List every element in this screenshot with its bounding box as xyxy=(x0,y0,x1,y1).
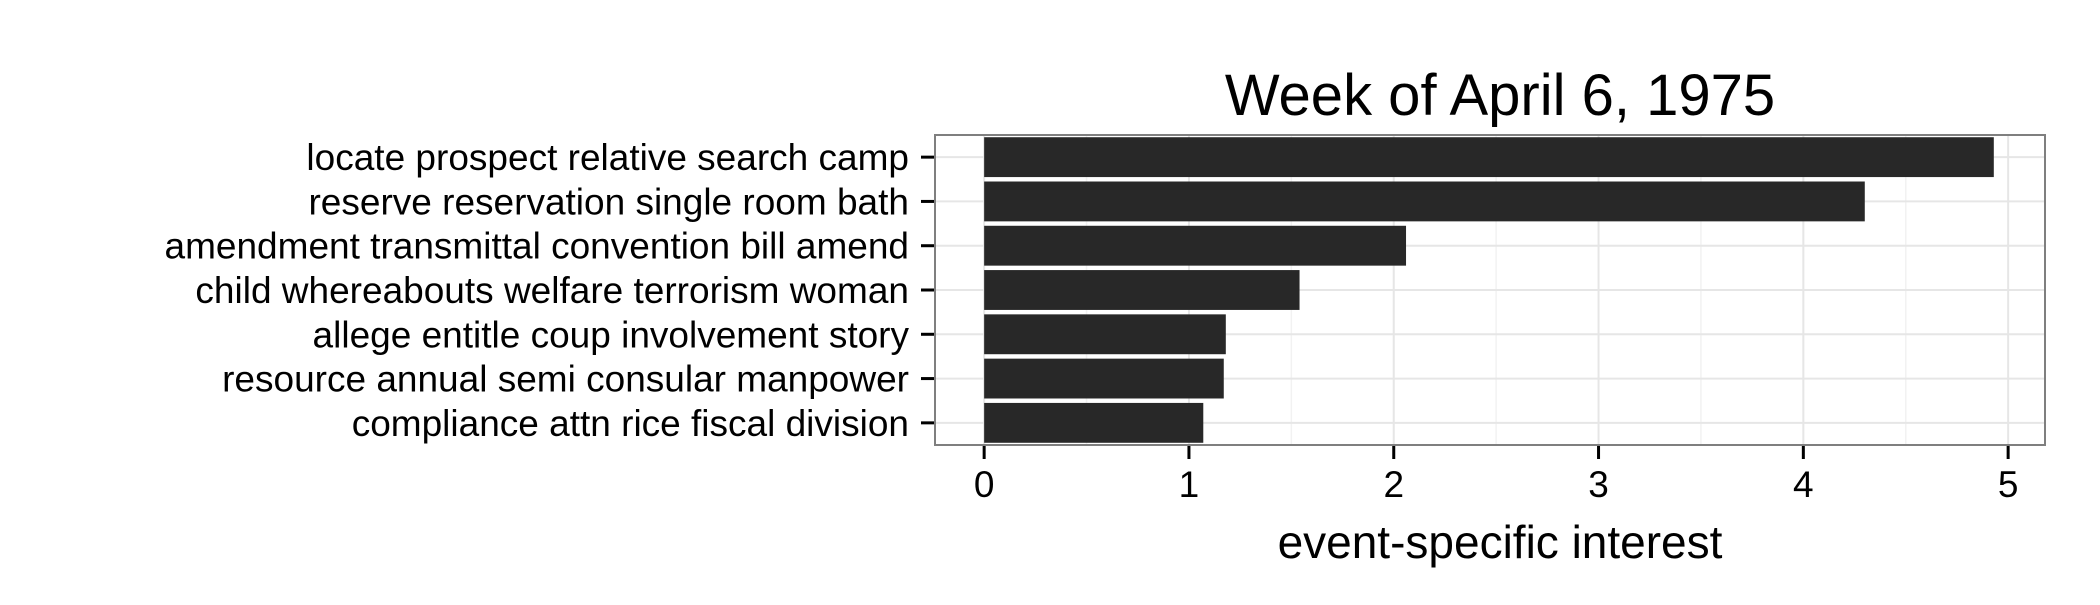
category-label: reserve reservation single room bath xyxy=(308,181,909,222)
x-axis-title: event-specific interest xyxy=(1278,516,1723,568)
category-labels: locate prospect relative search camprese… xyxy=(165,137,935,444)
bar xyxy=(984,181,1865,222)
x-tick-label: 0 xyxy=(974,464,995,505)
bar xyxy=(984,358,1224,399)
bar xyxy=(984,270,1300,310)
bar xyxy=(984,225,1407,266)
bar xyxy=(984,402,1204,443)
x-tick-label: 3 xyxy=(1588,464,1609,505)
x-tick-label: 1 xyxy=(1179,464,1200,505)
category-label: child whereabouts welfare terrorism woma… xyxy=(195,270,909,311)
category-label: resource annual semi consular manpower xyxy=(222,359,909,400)
category-label: compliance attn rice fiscal division xyxy=(352,403,909,444)
panel-border xyxy=(934,134,2046,446)
category-label: locate prospect relative search camp xyxy=(306,137,909,178)
chart-title: Week of April 6, 1975 xyxy=(1225,63,1775,128)
x-tick-label: 4 xyxy=(1793,464,1814,505)
bars xyxy=(984,137,1994,443)
category-label: amendment transmittal convention bill am… xyxy=(165,226,910,267)
bar xyxy=(984,314,1226,355)
category-label: allege entitle coup involvement story xyxy=(313,314,910,355)
bar xyxy=(984,137,1994,178)
x-tick-label: 2 xyxy=(1383,464,1404,505)
x-tick-label: 5 xyxy=(1998,464,2019,505)
x-axis-ticks: 0 1 2 3 4 5 xyxy=(974,445,2019,505)
